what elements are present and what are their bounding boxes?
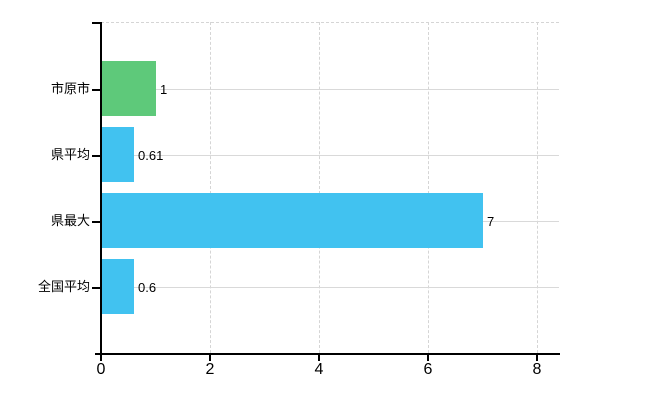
horizontal-gridline [101, 287, 559, 288]
bar-県最大 [101, 193, 483, 248]
category-label: 全国平均 [37, 279, 90, 294]
y-axis-tick [92, 221, 100, 223]
y-axis-line [100, 22, 102, 353]
x-axis-tick [536, 355, 538, 361]
x-axis-tick [427, 355, 429, 361]
x-axis-line [95, 353, 560, 355]
x-axis-tick [100, 355, 102, 361]
bar-市原市 [101, 61, 156, 116]
x-axis-tick-label: 2 [205, 361, 215, 378]
vertical-gridline [428, 22, 429, 353]
bar-value-label: 1 [160, 82, 168, 97]
y-axis-tick [92, 287, 100, 289]
vertical-gridline [210, 22, 211, 353]
horizontal-gridline [101, 155, 559, 156]
category-label: 県平均 [50, 147, 90, 162]
x-axis-tick-label: 8 [532, 361, 542, 378]
bar-value-label: 7 [487, 214, 495, 229]
y-axis-tick [92, 89, 100, 91]
horizontal-gridline [101, 89, 559, 90]
vertical-gridline [537, 22, 538, 353]
bar-value-label: 0.6 [138, 280, 157, 295]
y-axis-tick [92, 155, 100, 157]
bar-value-label: 0.61 [138, 148, 164, 163]
x-axis-tick-label: 6 [423, 361, 433, 378]
bar-全国平均 [101, 259, 134, 314]
x-axis-tick [209, 355, 211, 361]
x-axis-tick [318, 355, 320, 361]
y-axis-tick [92, 22, 100, 24]
category-label: 市原市 [50, 81, 90, 96]
x-axis-tick-label: 0 [96, 361, 106, 378]
vertical-gridline [319, 22, 320, 353]
plot-top-border [101, 22, 559, 23]
bar-県平均 [101, 127, 134, 182]
category-label: 県最大 [50, 213, 90, 228]
x-axis-tick-label: 4 [314, 361, 324, 378]
